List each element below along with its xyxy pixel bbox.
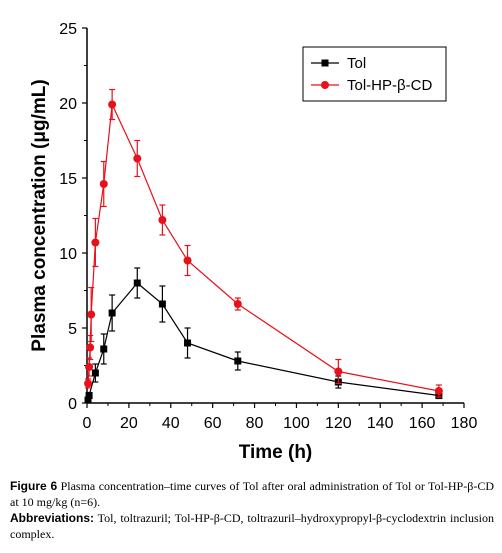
legend-label: Tol-HP-β-CD — [347, 77, 432, 94]
y-tick-label: 20 — [59, 96, 77, 113]
y-tick-label: 25 — [59, 21, 77, 38]
data-point — [85, 363, 94, 371]
data-point — [100, 345, 108, 353]
y-tick-label: 5 — [68, 321, 77, 338]
data-point — [84, 396, 92, 404]
x-tick-label: 60 — [204, 415, 222, 432]
data-point — [184, 339, 192, 347]
legend-marker — [321, 59, 329, 67]
x-tick-label: 40 — [162, 415, 180, 432]
series-line — [87, 282, 439, 401]
data-point — [133, 279, 141, 287]
data-point — [183, 256, 192, 265]
figure-label: Figure 6 — [10, 479, 58, 493]
y-tick-label: 0 — [68, 396, 77, 413]
data-point — [158, 300, 166, 308]
figure-caption: Figure 6 Plasma concentration–time curve… — [10, 478, 494, 542]
figure-caption-main: Figure 6 Plasma concentration–time curve… — [10, 478, 494, 510]
legend-box — [302, 46, 447, 102]
x-tick-label: 160 — [409, 415, 436, 432]
y-tick-label: 10 — [59, 246, 77, 263]
data-point — [434, 387, 443, 395]
data-point — [87, 310, 96, 319]
data-point — [86, 343, 95, 352]
abbreviations-label: Abbreviations: — [10, 511, 95, 525]
data-point — [233, 300, 242, 308]
y-axis-label: Plasma concentration (μg/mL) — [29, 79, 50, 351]
data-point — [91, 369, 99, 377]
x-tick-label: 100 — [283, 415, 310, 432]
data-point — [91, 238, 100, 247]
x-tick-label: 0 — [83, 415, 92, 432]
data-point — [133, 154, 142, 163]
data-point — [108, 309, 116, 317]
figure-abbreviations: Abbreviations: Tol, toltrazuril; Tol-HP-… — [10, 510, 494, 542]
data-point — [234, 357, 242, 365]
series-line — [87, 102, 439, 392]
data-point — [334, 367, 343, 376]
data-point — [108, 100, 117, 109]
data-point — [85, 392, 93, 399]
data-point — [158, 216, 167, 224]
series-tol — [84, 267, 443, 404]
x-tick-label: 180 — [451, 415, 478, 432]
data-point — [84, 379, 93, 388]
figure-text: Plasma concentration–time curves of Tol … — [10, 479, 494, 509]
abbreviations-text: Tol, toltrazuril; Tol-HP-β-CD, toltrazur… — [10, 511, 494, 541]
data-point — [99, 180, 108, 188]
concentration-time-chart: 0 20 40 60 80 100 120 140 160 180 0 5 10 15 20 25 Time (… — [29, 21, 478, 463]
legend: Tol Tol-HP-β-CD — [302, 46, 447, 102]
x-axis-label: Time (h) — [239, 442, 313, 463]
legend-label: Tol — [347, 55, 366, 72]
y-tick-label: 15 — [59, 171, 77, 188]
series-tol-hp-b-cd — [84, 88, 443, 398]
x-tick-label: 140 — [367, 415, 394, 432]
x-tick-label: 120 — [325, 415, 352, 432]
x-tick-label: 80 — [246, 415, 264, 432]
legend-marker — [321, 81, 329, 89]
x-tick-label: 20 — [120, 415, 138, 432]
